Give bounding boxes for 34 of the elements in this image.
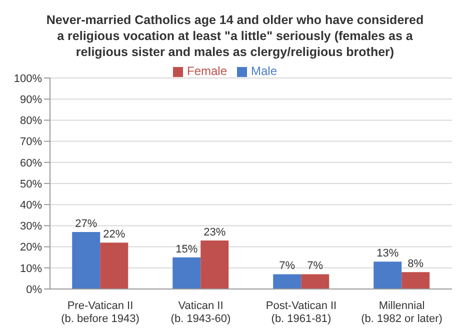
y-tick-label: 40%	[20, 200, 42, 212]
y-tick-label: 100%	[14, 72, 42, 85]
y-tick-label: 70%	[20, 136, 42, 148]
data-label: 15%	[176, 243, 198, 256]
bar	[402, 272, 430, 289]
bar	[200, 240, 229, 289]
data-label: 27%	[75, 218, 98, 230]
bar	[301, 274, 330, 289]
bar	[172, 257, 201, 289]
y-tick-label: 10%	[20, 262, 42, 275]
data-label: 8%	[408, 258, 424, 270]
bar	[72, 232, 100, 289]
bar	[100, 242, 128, 289]
legend-label: Male	[251, 64, 278, 78]
x-tick-label: Vatican II (b. 1943-60)	[170, 300, 231, 325]
y-tick-label: 30%	[20, 220, 42, 233]
x-tick-label: Millennial (b. 1982 or later)	[361, 300, 442, 325]
y-tick-label: 90%	[20, 94, 42, 106]
bar	[273, 274, 302, 289]
data-label: 22%	[103, 228, 126, 241]
x-tick-label: Pre-Vatican II (b. before 1943)	[61, 300, 140, 325]
data-label: 7%	[279, 260, 296, 272]
bar	[374, 262, 402, 289]
legend-label: Female	[186, 64, 227, 78]
data-label: 7%	[307, 260, 324, 272]
y-tick-label: 20%	[20, 242, 42, 254]
y-tick-label: 80%	[20, 115, 42, 128]
y-tick-label: 60%	[20, 157, 42, 170]
data-label: 23%	[204, 226, 226, 238]
x-tick-label: Post-Vatican II (b. 1961-81)	[266, 300, 337, 325]
data-label: 13%	[376, 248, 399, 260]
y-tick-label: 50%	[20, 178, 42, 190]
y-tick-label: 0%	[26, 284, 42, 296]
chart-title: Never-married Catholics age 14 and older who have considered a religious vocation at least "a little" seriously (females as a religious sister and males as clergy/religious brother)	[45, 12, 425, 60]
